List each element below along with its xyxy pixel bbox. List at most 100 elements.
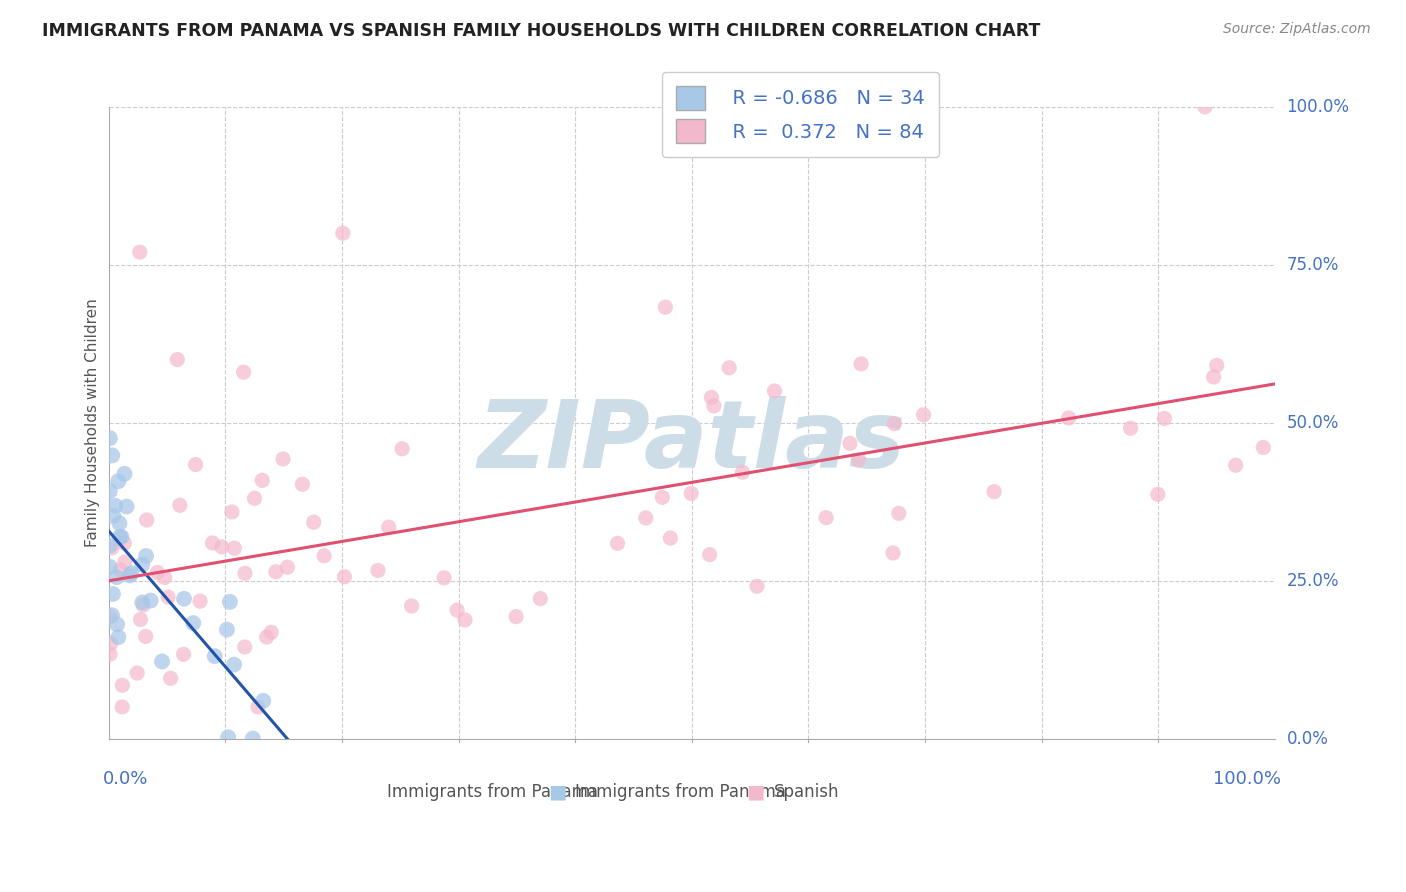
Point xyxy=(110,530,132,544)
Point xyxy=(763,384,786,398)
Text: Immigrants from Panama: Immigrants from Panama xyxy=(575,783,786,801)
Point xyxy=(108,530,131,544)
Point xyxy=(211,540,233,554)
Text: 100.0%: 100.0% xyxy=(1213,770,1281,789)
Legend:   R = -0.686   N = 34,   R =  0.372   N = 84: R = -0.686 N = 34, R = 0.372 N = 84 xyxy=(662,72,939,157)
Point xyxy=(98,431,121,445)
Point xyxy=(887,506,910,520)
Point xyxy=(912,408,935,422)
Point xyxy=(1194,100,1216,114)
Point xyxy=(107,630,129,644)
Text: 100.0%: 100.0% xyxy=(1286,98,1350,116)
Point xyxy=(651,491,673,505)
Point xyxy=(246,700,269,714)
Point xyxy=(983,484,1005,499)
Point xyxy=(391,442,413,456)
Point xyxy=(107,474,129,488)
Point xyxy=(882,546,904,560)
Point xyxy=(101,587,124,601)
Point xyxy=(184,458,207,472)
Point xyxy=(848,452,870,467)
Point xyxy=(222,657,245,672)
Point xyxy=(233,640,256,654)
Point xyxy=(271,452,294,467)
Point xyxy=(1251,441,1274,455)
Point xyxy=(433,571,456,585)
Point xyxy=(150,655,173,669)
Point xyxy=(446,603,468,617)
Point xyxy=(98,559,121,574)
Point xyxy=(1205,359,1227,373)
Point xyxy=(718,360,741,375)
Point xyxy=(153,570,176,584)
Point xyxy=(108,516,131,531)
Point xyxy=(302,515,325,529)
Point xyxy=(217,731,239,745)
Point xyxy=(505,609,527,624)
Point xyxy=(105,570,128,584)
Text: Spanish: Spanish xyxy=(773,783,839,801)
Point xyxy=(243,491,266,506)
Point xyxy=(111,700,134,714)
Point xyxy=(1225,458,1247,473)
Point xyxy=(98,539,121,553)
Point xyxy=(276,560,298,574)
Text: 0.0%: 0.0% xyxy=(1286,730,1329,747)
Point xyxy=(98,647,121,661)
Point xyxy=(111,678,134,692)
Point xyxy=(128,245,150,260)
Point xyxy=(700,390,723,404)
Point xyxy=(401,599,423,613)
Point xyxy=(731,465,754,479)
Point xyxy=(118,568,141,582)
Point xyxy=(1146,487,1168,501)
Point xyxy=(129,612,152,626)
Point xyxy=(256,630,278,644)
Point xyxy=(166,352,188,367)
Text: ■: ■ xyxy=(548,783,567,802)
Point xyxy=(654,300,676,314)
Point xyxy=(849,357,872,371)
Point xyxy=(703,399,725,413)
Point xyxy=(233,566,256,581)
Point xyxy=(139,593,162,607)
Point xyxy=(815,510,838,524)
Point xyxy=(260,625,283,640)
Point xyxy=(250,474,273,488)
Text: 50.0%: 50.0% xyxy=(1286,414,1339,432)
Point xyxy=(120,566,142,581)
Point xyxy=(157,590,180,604)
Point xyxy=(105,617,128,632)
Point xyxy=(1153,411,1175,425)
Point xyxy=(291,477,314,491)
Point xyxy=(98,484,121,499)
Point xyxy=(377,520,399,534)
Point xyxy=(204,649,226,664)
Point xyxy=(367,563,389,577)
Point xyxy=(219,595,242,609)
Point xyxy=(181,616,204,631)
Text: Immigrants from Panama: Immigrants from Panama xyxy=(388,783,599,801)
Point xyxy=(100,637,122,651)
Point xyxy=(606,536,628,550)
Text: ■: ■ xyxy=(747,783,765,802)
Point xyxy=(101,608,124,623)
Point xyxy=(242,731,264,746)
Point xyxy=(215,623,238,637)
Point xyxy=(699,548,721,562)
Point xyxy=(115,500,138,514)
Point xyxy=(839,436,862,450)
Point xyxy=(173,591,195,606)
Text: IMMIGRANTS FROM PANAMA VS SPANISH FAMILY HOUSEHOLDS WITH CHILDREN CORRELATION CH: IMMIGRANTS FROM PANAMA VS SPANISH FAMILY… xyxy=(42,22,1040,40)
Point xyxy=(224,541,246,556)
Point xyxy=(332,226,354,240)
Point xyxy=(131,558,153,572)
Point xyxy=(135,513,157,527)
Point xyxy=(681,486,703,500)
Point xyxy=(101,449,124,463)
Text: Source: ZipAtlas.com: Source: ZipAtlas.com xyxy=(1223,22,1371,37)
Point xyxy=(101,541,124,555)
Point xyxy=(529,591,551,606)
Point xyxy=(132,598,155,612)
Point xyxy=(131,595,153,609)
